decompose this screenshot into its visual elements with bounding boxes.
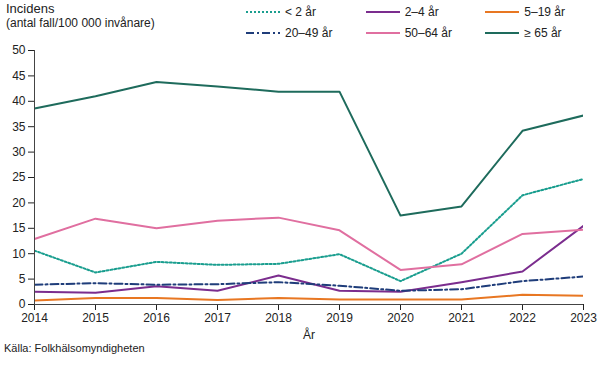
svg-text:40: 40 (12, 94, 26, 108)
html-text:5–19 år: 5–19 år (524, 4, 565, 19)
svg-text:50: 50 (12, 43, 26, 57)
html-text:50–64 år: 50–64 år (404, 25, 452, 40)
svg-text:35: 35 (12, 120, 26, 134)
svg-text:År: År (303, 327, 315, 342)
svg-text:25: 25 (12, 170, 26, 184)
svg-text:5: 5 (19, 272, 26, 286)
svg-text:2015: 2015 (82, 311, 109, 325)
svg-text:2017: 2017 (204, 311, 231, 325)
svg-text:2018: 2018 (265, 311, 292, 325)
html-text:< 2 år: < 2 år (285, 4, 316, 19)
svg-text:2021: 2021 (448, 311, 475, 325)
svg-text:10: 10 (12, 247, 26, 261)
html-text:20–49 år: 20–49 år (285, 25, 333, 40)
svg-text:2022: 2022 (509, 311, 536, 325)
html-text:Källa: Folkhälsomyndigheten: Källa: Folkhälsomyndigheten (4, 342, 145, 354)
html-text:2–4 år: 2–4 år (404, 4, 439, 19)
svg-text:15: 15 (12, 221, 26, 235)
svg-text:2014: 2014 (21, 311, 48, 325)
svg-text:0: 0 (19, 297, 26, 311)
html-text:(antal fall/100 000 invånare): (antal fall/100 000 invånare) (6, 16, 155, 30)
html-text:Incidens: Incidens (6, 1, 55, 16)
svg-text:2016: 2016 (143, 311, 170, 325)
svg-text:2023: 2023 (570, 311, 597, 325)
svg-text:2020: 2020 (387, 311, 414, 325)
svg-text:30: 30 (12, 145, 26, 159)
svg-text:45: 45 (12, 69, 26, 83)
svg-text:2019: 2019 (326, 311, 353, 325)
svg-text:20: 20 (12, 196, 26, 210)
html-text:≥ 65 år: ≥ 65 år (524, 25, 562, 40)
